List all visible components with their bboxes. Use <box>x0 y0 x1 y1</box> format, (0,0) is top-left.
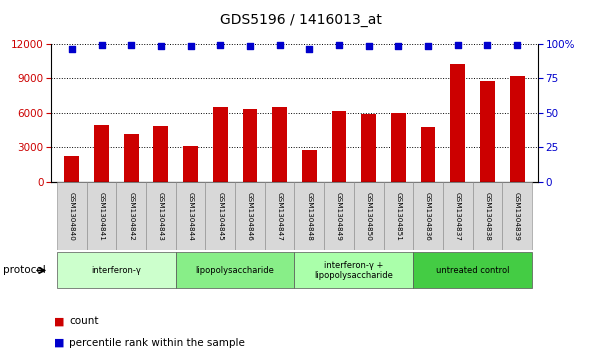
Bar <box>272 107 287 182</box>
Bar <box>294 253 413 288</box>
Bar <box>57 253 175 288</box>
Text: ■: ■ <box>54 338 64 348</box>
Bar <box>243 109 257 182</box>
Bar <box>502 182 532 250</box>
Bar <box>354 182 383 250</box>
Point <box>67 46 77 52</box>
Bar <box>206 182 235 250</box>
Bar <box>361 114 376 182</box>
Bar <box>146 182 175 250</box>
Bar <box>480 81 495 182</box>
Point <box>512 42 522 48</box>
Bar <box>175 253 294 288</box>
Bar <box>413 253 532 288</box>
Text: protocol: protocol <box>3 265 46 276</box>
Bar <box>332 111 346 182</box>
Bar <box>57 182 87 250</box>
Bar <box>175 182 206 250</box>
Bar <box>235 182 265 250</box>
Bar <box>421 127 436 182</box>
Bar <box>383 182 413 250</box>
Text: interferon-γ +
lipopolysaccharide: interferon-γ + lipopolysaccharide <box>314 261 393 280</box>
Text: GSM1304843: GSM1304843 <box>158 192 164 240</box>
Point <box>305 46 314 52</box>
Bar <box>302 150 317 182</box>
Point <box>126 42 136 48</box>
Bar <box>472 182 502 250</box>
Point <box>216 42 225 48</box>
Text: lipopolysaccharide: lipopolysaccharide <box>196 266 275 275</box>
Text: GSM1304847: GSM1304847 <box>276 192 282 240</box>
Point <box>483 42 492 48</box>
Text: interferon-γ: interferon-γ <box>91 266 141 275</box>
Bar <box>510 76 525 182</box>
Point <box>97 42 106 48</box>
Bar <box>153 126 168 182</box>
Bar <box>443 182 472 250</box>
Text: GSM1304836: GSM1304836 <box>425 192 431 240</box>
Text: GSM1304838: GSM1304838 <box>484 192 490 240</box>
Text: GDS5196 / 1416013_at: GDS5196 / 1416013_at <box>219 13 382 27</box>
Text: GSM1304845: GSM1304845 <box>218 192 224 240</box>
Text: GSM1304848: GSM1304848 <box>307 192 313 240</box>
Text: GSM1304837: GSM1304837 <box>455 192 461 240</box>
Text: GSM1304846: GSM1304846 <box>247 192 253 240</box>
Text: percentile rank within the sample: percentile rank within the sample <box>69 338 245 348</box>
Bar <box>94 125 109 182</box>
Point <box>334 42 344 48</box>
Point <box>275 42 284 48</box>
Point <box>453 42 463 48</box>
Text: GSM1304841: GSM1304841 <box>99 192 105 240</box>
Bar <box>391 113 406 182</box>
Point <box>423 44 433 49</box>
Bar <box>117 182 146 250</box>
Bar <box>294 182 324 250</box>
Bar <box>324 182 354 250</box>
Bar <box>183 146 198 182</box>
Point <box>156 44 166 49</box>
Bar <box>213 107 228 182</box>
Text: GSM1304842: GSM1304842 <box>128 192 134 240</box>
Bar <box>413 182 443 250</box>
Point <box>394 44 403 49</box>
Text: GSM1304850: GSM1304850 <box>365 192 371 240</box>
Text: count: count <box>69 316 99 326</box>
Text: GSM1304849: GSM1304849 <box>336 192 342 240</box>
Bar <box>450 64 465 182</box>
Text: GSM1304844: GSM1304844 <box>188 192 194 240</box>
Text: ■: ■ <box>54 316 64 326</box>
Text: GSM1304839: GSM1304839 <box>514 192 520 240</box>
Point <box>364 44 373 49</box>
Text: GSM1304851: GSM1304851 <box>395 192 401 240</box>
Point <box>245 44 255 49</box>
Bar <box>64 156 79 182</box>
Bar <box>87 182 117 250</box>
Bar <box>265 182 294 250</box>
Bar <box>124 134 139 182</box>
Text: untreated control: untreated control <box>436 266 509 275</box>
Text: GSM1304840: GSM1304840 <box>69 192 75 240</box>
Point <box>186 44 195 49</box>
